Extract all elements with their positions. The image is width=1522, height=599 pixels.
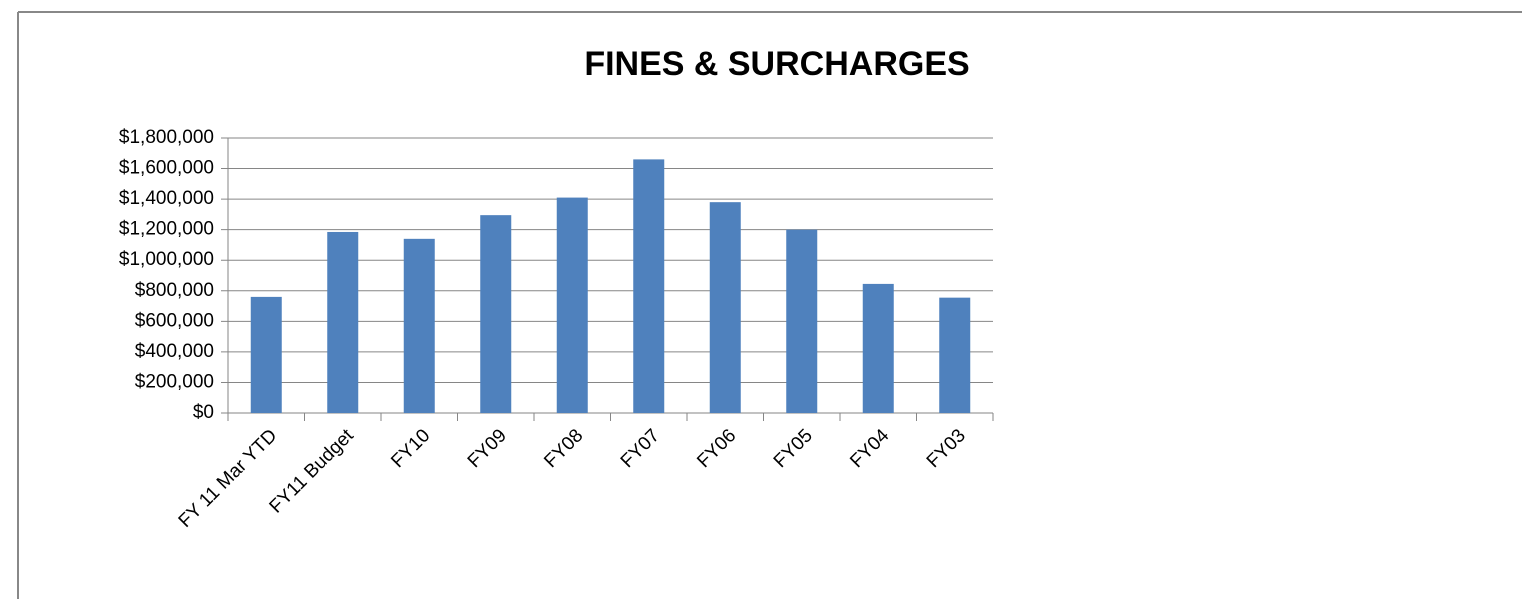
x-tick-label: FY05	[770, 425, 817, 472]
y-tick-label: $1,400,000	[119, 188, 214, 209]
bar	[480, 215, 512, 413]
x-tick-label: FY 11 Mar YTD	[175, 425, 282, 532]
y-tick-label: $400,000	[135, 341, 214, 362]
y-tick-label: $1,600,000	[119, 158, 214, 179]
x-tick-label: FY06	[693, 425, 740, 472]
x-tick-label: FY07	[617, 425, 664, 472]
bar	[250, 296, 282, 413]
bar	[403, 238, 435, 413]
bar	[633, 159, 665, 413]
x-tick-label: FY03	[923, 425, 970, 472]
x-tick-label: FY09	[464, 425, 511, 472]
y-tick-label: $1,800,000	[119, 127, 214, 148]
x-tick-label: FY10	[387, 425, 434, 472]
y-tick-label: $0	[193, 402, 214, 423]
y-tick-label: $1,000,000	[119, 249, 214, 270]
y-tick-label: $800,000	[135, 280, 214, 301]
x-tick-label: FY08	[540, 425, 587, 472]
y-tick-label: $600,000	[135, 310, 214, 331]
x-tick-label: FY04	[846, 425, 893, 472]
bar	[862, 283, 894, 413]
bar	[709, 202, 741, 413]
y-tick-label: $1,200,000	[119, 219, 214, 240]
bar	[556, 197, 588, 413]
bar	[327, 231, 359, 413]
chart-title: FINES & SURCHARGES	[584, 45, 969, 83]
bar	[939, 297, 971, 413]
y-tick-label: $200,000	[135, 371, 214, 392]
bar	[786, 229, 818, 413]
